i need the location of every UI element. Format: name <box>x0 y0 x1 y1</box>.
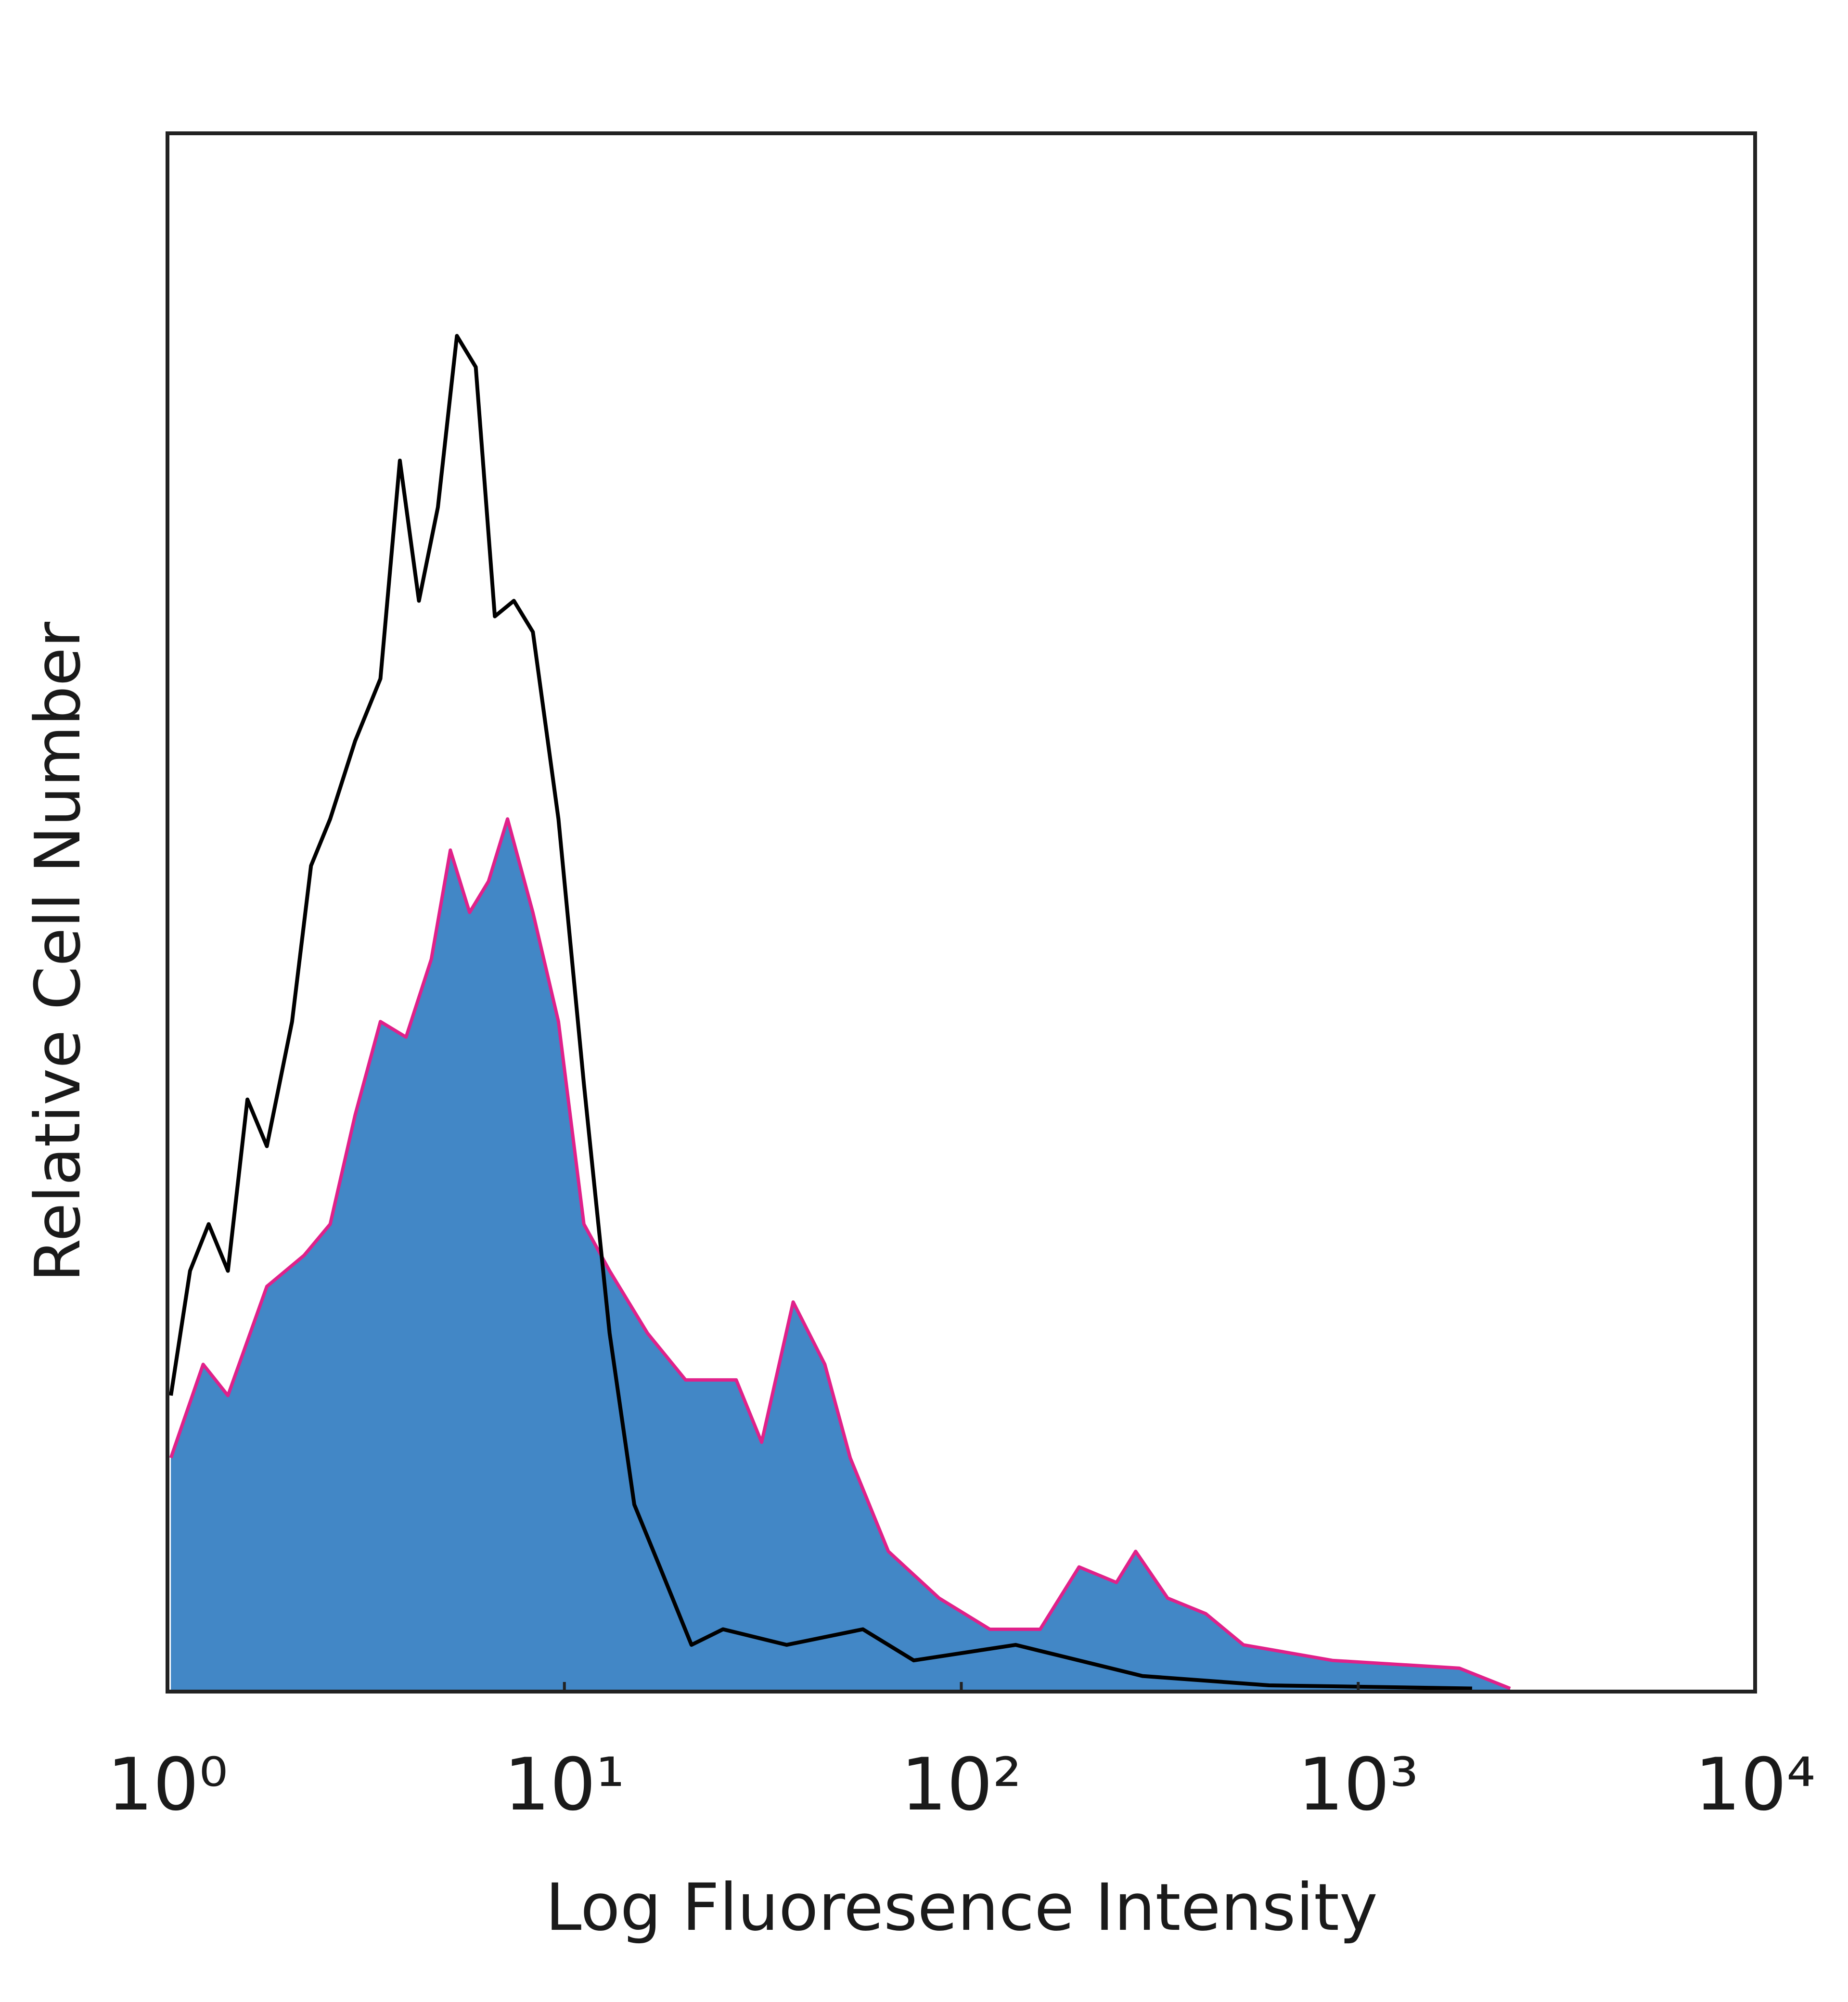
x-tick-label: 10⁰ <box>107 1743 228 1827</box>
y-axis-label: Relative Cell Number <box>21 621 94 1282</box>
x-tick-label: 10¹ <box>504 1743 625 1827</box>
x-tick-label: 10² <box>901 1743 1022 1827</box>
histogram-line <box>169 334 1472 1691</box>
x-axis-label: Log Fluoresence Intensity <box>545 1870 1378 1945</box>
x-tick-label: 10⁴ <box>1694 1743 1815 1827</box>
area-fill <box>171 819 1511 1692</box>
x-tick-label: 10³ <box>1298 1743 1419 1827</box>
histogram-line <box>169 817 1511 1690</box>
